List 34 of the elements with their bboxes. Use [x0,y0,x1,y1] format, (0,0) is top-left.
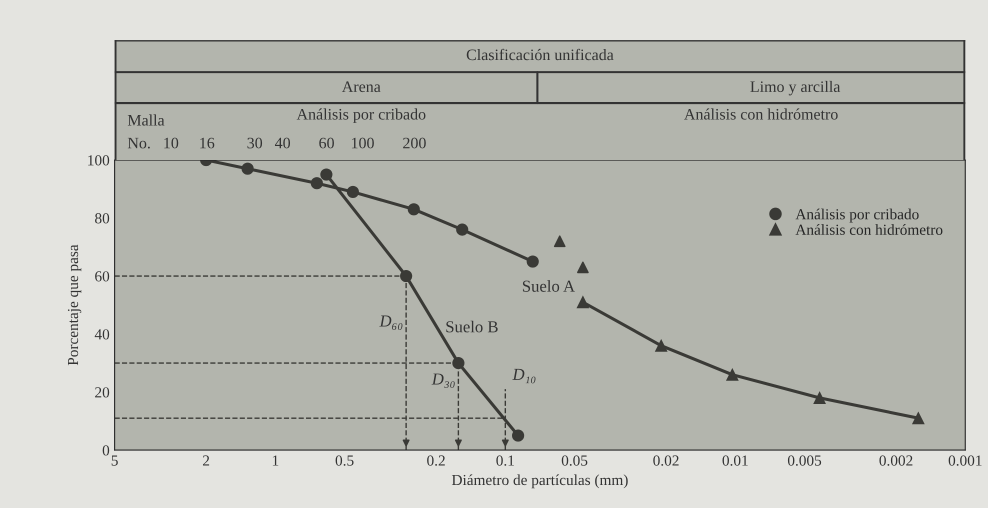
ref-line-label: D₃₀ [432,374,455,388]
annotation: Suelo A [522,280,575,292]
text: Análisis por cribado [296,108,426,123]
ref-line-label: D₁₀ [512,368,536,384]
x-tick-label: 2 [202,455,210,466]
x-tick-label: 0.001 [948,455,982,466]
legend-label: Análisis con hidrómetro [796,224,942,235]
text: Clasificación unificada [466,48,614,60]
ref-line-label: D₆₀ [379,316,402,330]
x-tick-label: 0.2 [427,455,445,466]
y-tick-label: 40 [94,329,110,340]
x-axis-title: Diámetro de partículas (mm) [452,474,628,488]
y-tick-label: 60 [95,271,110,282]
x-tick-label: 0.005 [788,455,822,466]
y-tick-label: 20 [95,387,110,398]
x-tick-label: 0.5 [336,455,354,466]
y-tick-label: 80 [95,213,110,224]
y-tick-label: 0 [102,445,110,456]
text: Limo y arcilla [750,80,840,96]
x-tick-label: 5 [112,456,118,466]
y-axis-title: Porcentaje que pasa [68,244,82,366]
text: Análisis con hidrómetro [684,108,838,120]
x-tick-label: 0.1 [496,455,514,466]
legend-label: Análisis por cribado [796,208,919,223]
x-tick-label: 0.05 [562,455,588,466]
annotation: Suelo B [446,320,498,332]
x-tick-label: 0.02 [653,455,679,466]
y-tick-label: 100 [88,155,110,166]
text: Arena [342,81,381,92]
text: Malla [128,114,164,126]
x-tick-label: 0.01 [722,455,748,466]
x-tick-label: 1 [272,455,278,466]
text: No. 10 16 30 40 60 100 200 [128,138,426,148]
x-tick-label: 0.002 [879,455,912,466]
